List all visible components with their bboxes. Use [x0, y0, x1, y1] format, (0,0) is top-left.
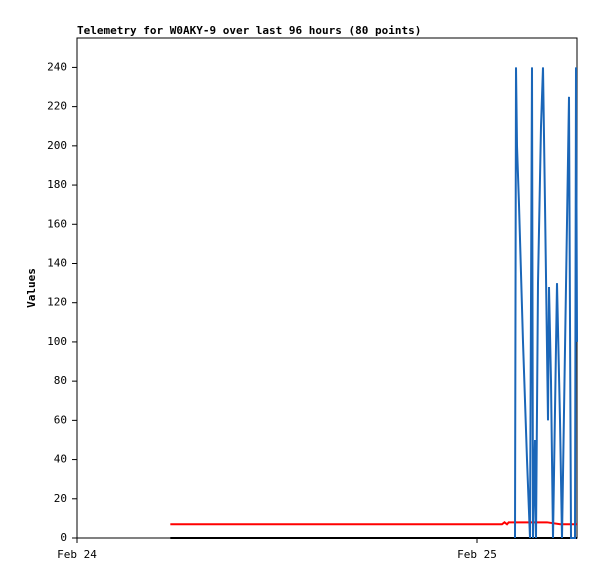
- data-line: [170, 521, 577, 526]
- y-tick-label: 180: [47, 178, 67, 191]
- y-tick-label: 0: [60, 531, 67, 544]
- plot-frame: [76, 37, 578, 539]
- y-tick-label: 80: [54, 374, 67, 387]
- chart-title: Telemetry for W0AKY-9 over last 96 hours…: [77, 24, 421, 37]
- y-tick-label: 160: [47, 217, 67, 230]
- x-tick-label: Feb 25: [457, 548, 497, 561]
- y-tick-label: 60: [54, 413, 67, 426]
- y-tick-label: 120: [47, 296, 67, 309]
- y-tick-label: 200: [47, 139, 67, 152]
- y-tick-label: 20: [54, 492, 67, 505]
- y-tick-label: 40: [54, 453, 67, 466]
- x-tick-label: Feb 24: [57, 548, 97, 561]
- y-tick-label: 140: [47, 256, 67, 269]
- data-line: [514, 67, 578, 539]
- y-tick-label: 100: [47, 335, 67, 348]
- y-tick-label: 220: [47, 100, 67, 113]
- y-tick-label: 240: [47, 60, 67, 73]
- y-axis-label: Values: [25, 268, 38, 308]
